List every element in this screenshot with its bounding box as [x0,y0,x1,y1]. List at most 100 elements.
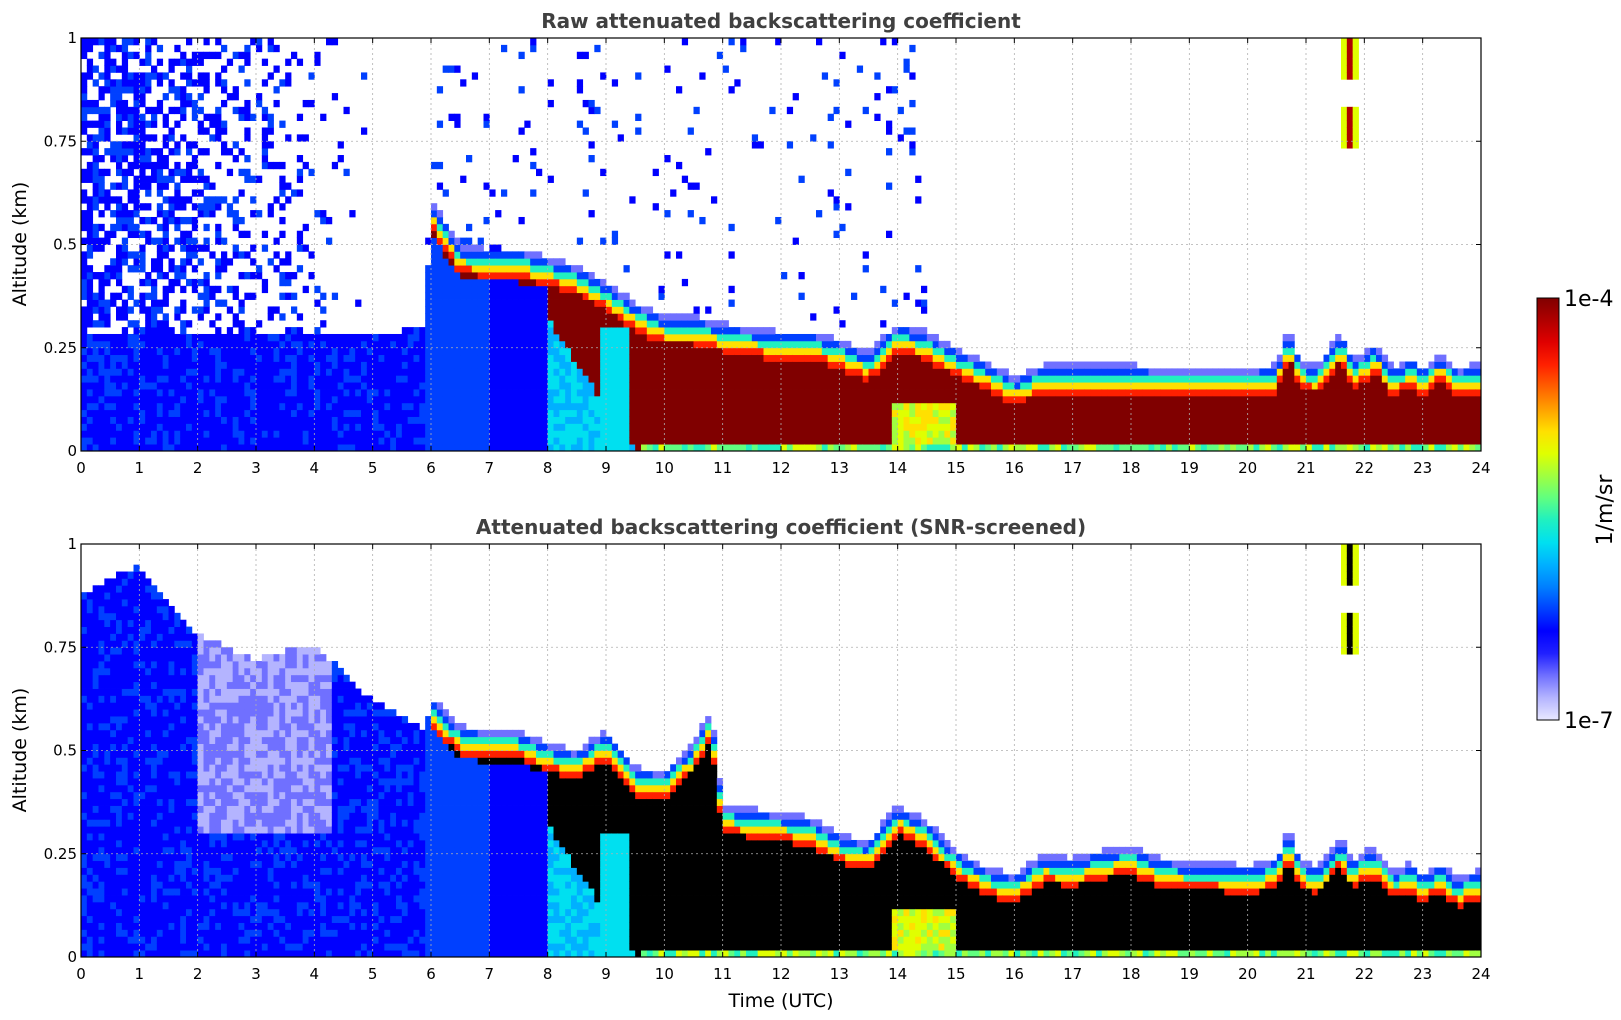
heatmap-cell [186,389,193,397]
heatmap-cell [518,395,525,404]
heatmap-cell [431,258,438,266]
heatmap-cell [168,148,175,156]
heatmap-cell [763,333,770,342]
heatmap-cell [401,423,409,431]
heatmap-cell [203,375,210,383]
heatmap-cell [168,79,175,87]
heatmap-cell [1271,416,1278,424]
heatmap-cell [897,368,904,376]
heatmap-cell [261,368,269,376]
heatmap-cell [121,210,129,218]
heatmap-cell [203,244,210,252]
heatmap-cell [1364,395,1371,404]
heatmap-cell [86,44,94,53]
heatmap-cell [121,382,129,390]
heatmap-cell [343,347,350,356]
heatmap-cell [221,347,228,356]
heatmap-cell [991,375,998,383]
heatmap-cell [448,251,455,259]
heatmap-cell [442,251,449,259]
heatmap-cell [267,409,274,417]
heatmap-cell [466,416,473,424]
heatmap-cell [1230,430,1237,438]
heatmap-cell [699,444,706,451]
heatmap-cell [781,382,788,390]
heatmap-cell [1364,430,1371,438]
heatmap-cell [687,389,694,397]
heatmap-cell [757,333,764,342]
heatmap-cell [576,437,584,445]
heatmap-cell [606,437,613,445]
heatmap-cell [151,395,158,404]
heatmap-cell [92,120,99,128]
heatmap-cell [786,368,794,376]
heatmap-cell [232,251,239,259]
heatmap-cell [1376,347,1383,356]
heatmap-cell [471,278,479,287]
heatmap-cell [775,375,782,383]
heatmap-cell [133,265,140,273]
heatmap-cell [1090,395,1097,404]
heatmap-cell [1288,437,1295,445]
heatmap-cell [162,333,169,342]
heatmap-cell [810,444,817,451]
heatmap-cell [1113,395,1120,404]
heatmap-cell [1241,416,1249,424]
heatmap-cell [1201,444,1208,451]
heatmap-cell [448,430,455,438]
heatmap-cell [1066,395,1074,404]
heatmap-cell [1311,416,1319,424]
heatmap-cell [792,389,799,397]
heatmap-cell [1218,444,1225,451]
heatmap-cell [518,354,525,362]
heatmap-cell [629,409,636,417]
heatmap-cell [915,423,922,431]
heatmap-cell [833,444,840,451]
heatmap-cell [728,299,735,307]
heatmap-cell [967,409,974,417]
heatmap-cell [273,65,280,73]
heatmap-cell [722,65,729,73]
heatmap-cell [530,416,537,424]
heatmap-cell [92,134,99,142]
heatmap-cell [308,423,315,431]
heatmap-cell [162,161,169,170]
heatmap-cell [536,299,543,307]
heatmap-cell [670,368,677,376]
heatmap-cell [232,444,239,451]
heatmap-cell [256,409,263,417]
heatmap-cell [1329,423,1336,431]
heatmap-cell [652,340,659,349]
heatmap-cell [1364,389,1371,397]
heatmap-cell [133,361,140,369]
heatmap-cell [693,382,700,390]
heatmap-cell [1119,430,1126,438]
heatmap-cell [915,395,922,404]
heatmap-cell [582,430,589,438]
heatmap-cell [1346,368,1354,376]
heatmap-cell [1171,444,1179,451]
heatmap-cell [565,320,572,328]
heatmap-cell [851,409,858,417]
heatmap-cell [641,409,648,417]
heatmap-cell [938,361,945,369]
heatmap-cell [1125,416,1132,424]
heatmap-cell [1148,430,1155,438]
heatmap-cell [1131,444,1138,451]
heatmap-cell [547,437,554,445]
heatmap-cell [681,38,689,46]
heatmap-cell [110,148,117,156]
heatmap-cell [1049,368,1056,376]
heatmap-cell [944,402,951,411]
heatmap-cell [314,430,321,438]
heatmap-cell [285,182,292,190]
heatmap-cell [816,416,823,424]
heatmap-cell [576,313,584,321]
heatmap-cell [180,58,187,66]
heatmap-cell [151,106,158,115]
heatmap-cell [483,361,490,369]
heatmap-cell [483,409,490,417]
heatmap-cell [1265,375,1272,383]
heatmap-cell [909,368,916,376]
heatmap-cell [547,258,554,266]
